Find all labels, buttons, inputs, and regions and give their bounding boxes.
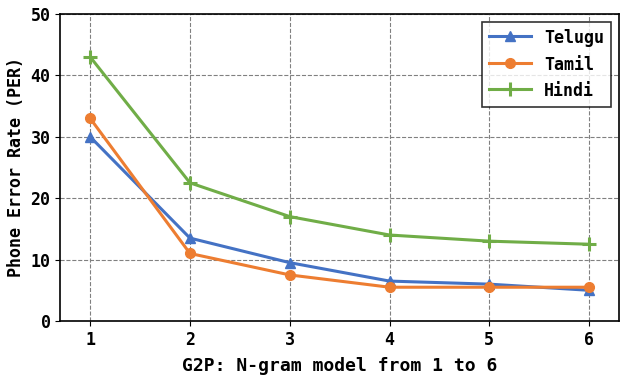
Telugu [486,282,493,286]
Tamil [486,285,493,290]
Telugu [286,261,294,265]
Tamil [186,251,193,256]
Line: Tamil: Tamil [85,113,594,292]
Line: Telugu: Telugu [85,132,594,295]
Hindi [286,214,294,219]
Hindi [186,181,193,185]
Tamil [86,116,94,121]
Telugu [86,134,94,139]
Telugu [386,279,393,283]
X-axis label: G2P: N-gram model from 1 to 6: G2P: N-gram model from 1 to 6 [182,357,497,375]
Legend: Telugu, Tamil, Hindi: Telugu, Tamil, Hindi [483,22,611,107]
Tamil [286,273,294,277]
Tamil [386,285,393,290]
Telugu [186,236,193,240]
Telugu [585,288,593,293]
Line: Hindi: Hindi [83,50,596,251]
Tamil [585,285,593,290]
Hindi [386,233,393,237]
Y-axis label: Phone Error Rate (PER): Phone Error Rate (PER) [7,57,25,277]
Hindi [486,239,493,243]
Hindi [86,55,94,59]
Hindi [585,242,593,246]
